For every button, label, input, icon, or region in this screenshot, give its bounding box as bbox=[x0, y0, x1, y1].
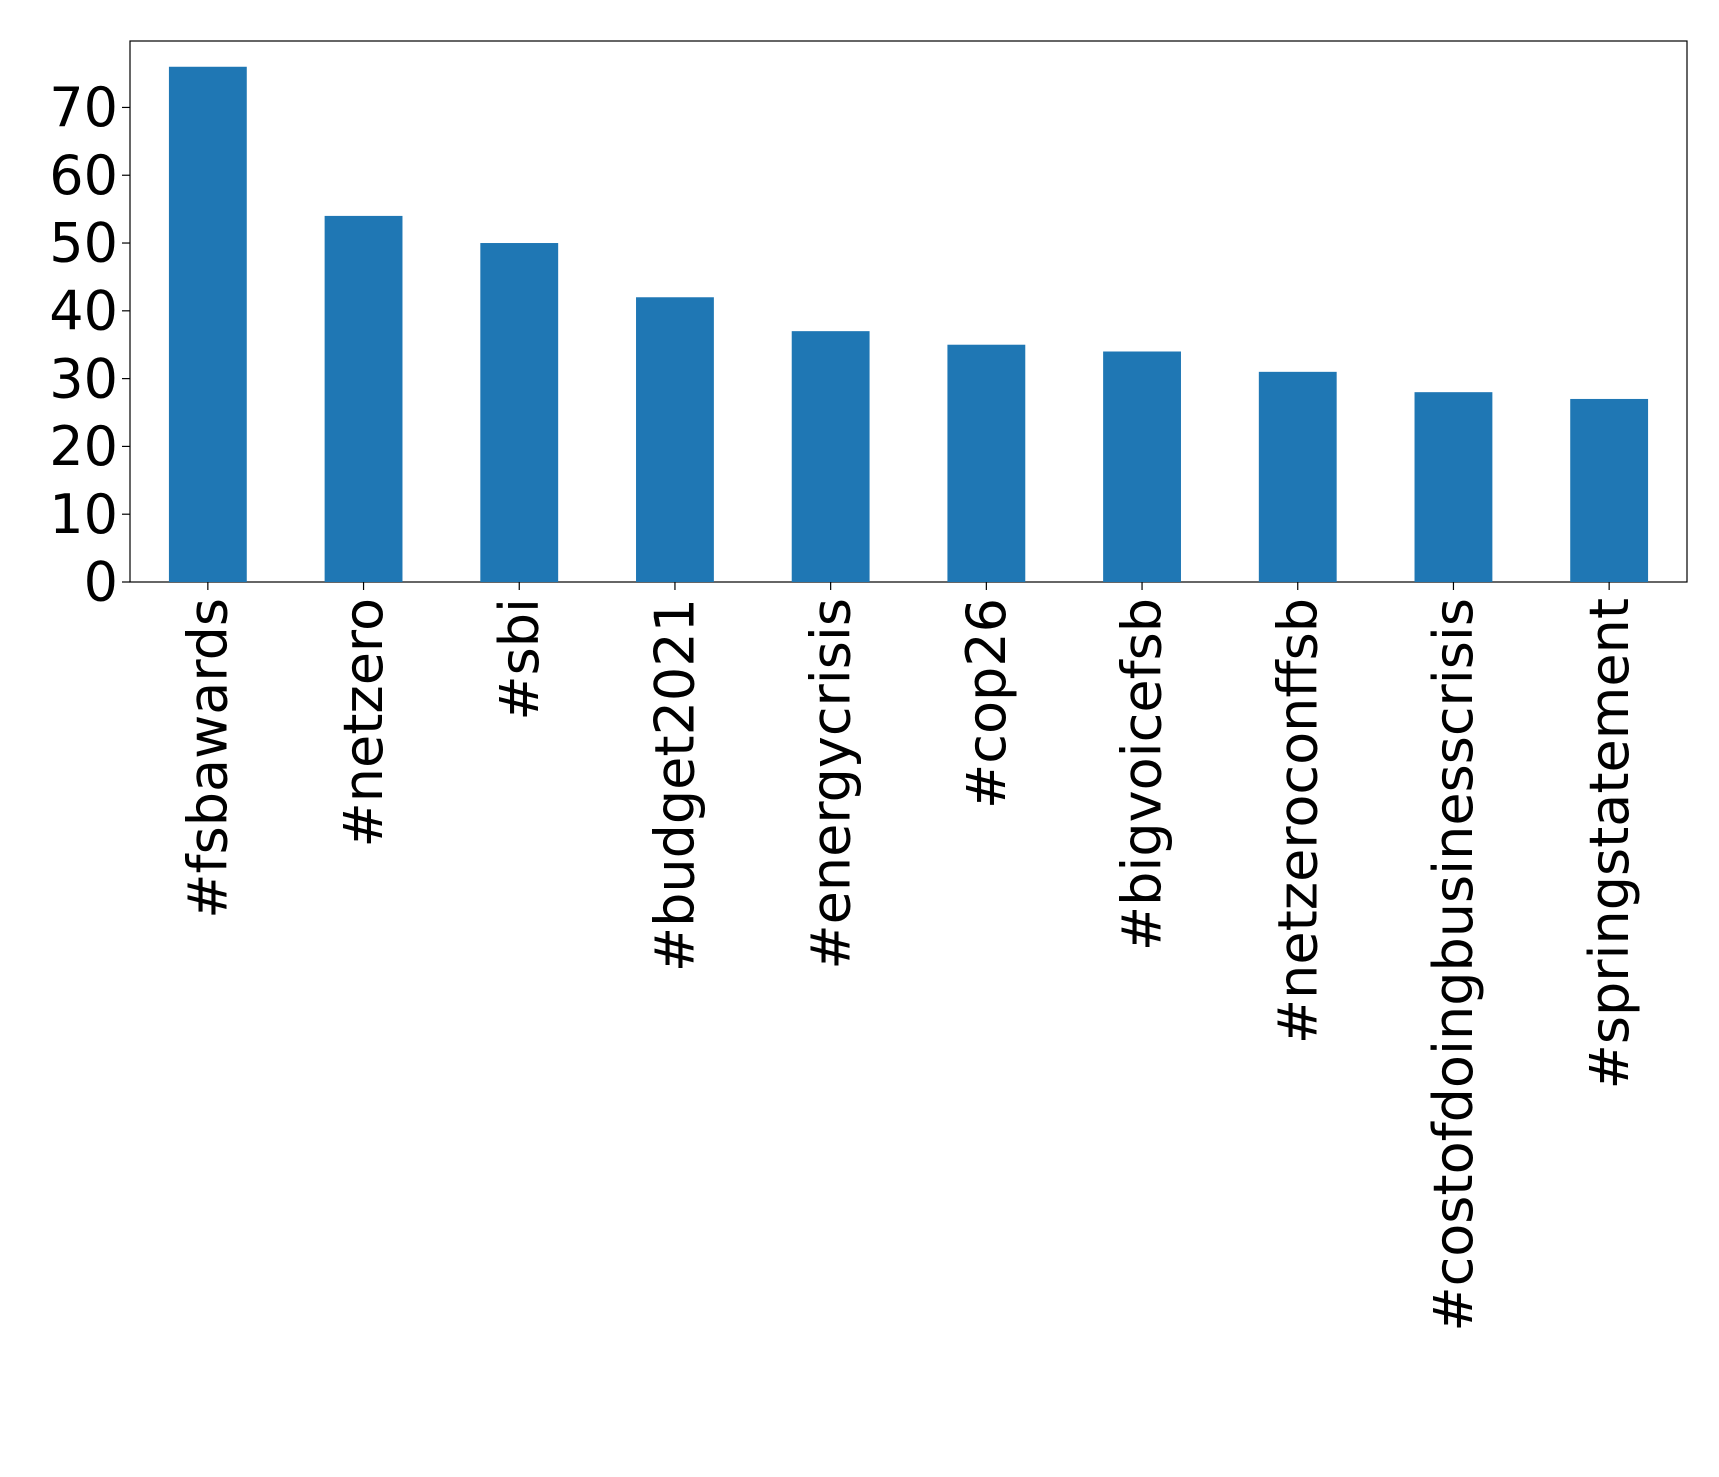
bar bbox=[1570, 398, 1649, 582]
y-tick-label: 60 bbox=[49, 144, 118, 207]
bar bbox=[1258, 371, 1337, 582]
x-tick-label: #netzeroconffsb bbox=[1266, 598, 1329, 1044]
y-tick-label: 40 bbox=[49, 279, 118, 342]
x-tick-label: #fsbawards bbox=[176, 598, 239, 919]
axes-frame bbox=[129, 40, 1688, 583]
x-tick-label: #bigvoicefsb bbox=[1111, 598, 1174, 951]
y-tick-label: 30 bbox=[49, 347, 118, 410]
y-tick-label: 70 bbox=[49, 76, 118, 139]
x-tick-label: #costofdoingbusinesscrisis bbox=[1422, 598, 1485, 1332]
bar bbox=[324, 215, 403, 582]
bar bbox=[636, 297, 714, 582]
bar bbox=[480, 243, 559, 582]
bar bbox=[947, 344, 1026, 582]
y-tick-label: 20 bbox=[49, 415, 118, 478]
y-tick-label: 0 bbox=[84, 551, 118, 614]
x-tick-label: #cop26 bbox=[955, 598, 1018, 809]
x-tick-label: #springstatement bbox=[1578, 598, 1641, 1089]
y-tick-label: 50 bbox=[49, 212, 118, 275]
bar bbox=[1103, 351, 1181, 582]
x-tick-label: #energycrisis bbox=[799, 598, 862, 970]
bar bbox=[168, 66, 247, 582]
bar bbox=[1414, 392, 1493, 582]
x-tick-label: #sbi bbox=[488, 598, 551, 721]
x-tick-label: #netzero bbox=[332, 598, 395, 848]
y-tick-label: 10 bbox=[49, 483, 118, 546]
bar bbox=[791, 331, 870, 582]
x-tick-label: #budget2021 bbox=[644, 598, 707, 972]
